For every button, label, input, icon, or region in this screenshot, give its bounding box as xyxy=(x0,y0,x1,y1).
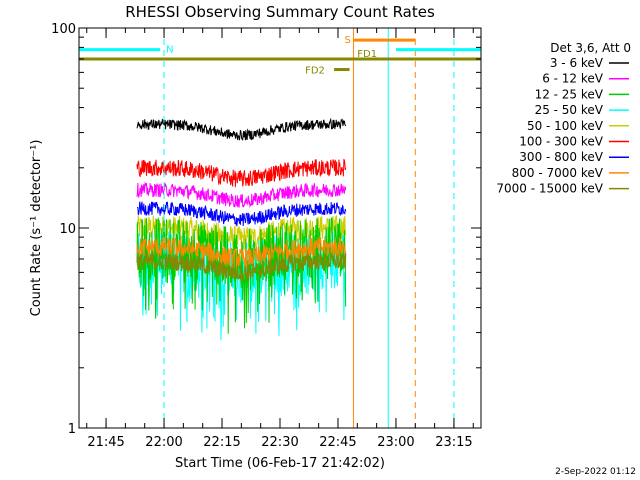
interval-label-4: FD1 xyxy=(357,49,377,60)
y-tick-label: 10 xyxy=(59,222,76,237)
legend-entry-label: 12 - 25 keV xyxy=(535,87,604,101)
x-axis: 21:45 22:00 22:15 22:30 22:45 23:00 23:15 xyxy=(86,28,474,450)
x-tick-label: 22:45 xyxy=(319,435,356,450)
legend-entry-label: 300 - 800 keV xyxy=(519,150,603,164)
legend-entry-label: 25 - 50 keV xyxy=(535,103,604,117)
x-axis-title: Start Time (06-Feb-17 21:42:02) xyxy=(175,456,385,471)
interval-label-5: FD2 xyxy=(305,66,325,77)
series-line-2 xyxy=(136,181,347,208)
y-axis-title: Count Rate (s⁻¹ detector⁻¹) xyxy=(29,140,44,317)
y-tick-label: 1 xyxy=(68,422,76,437)
series-line-1 xyxy=(136,117,347,141)
series-line-7 xyxy=(137,201,347,227)
legend-entry-label: 3 - 6 keV xyxy=(550,56,604,70)
y-axis: 1 10 100 xyxy=(51,22,481,437)
legend-entry-label: 50 - 100 keV xyxy=(527,119,604,133)
series-line-8 xyxy=(136,237,347,269)
x-tick-label: 22:30 xyxy=(261,435,298,450)
series-line-6 xyxy=(136,158,347,188)
footer-timestamp: 2-Sep-2022 01:12 xyxy=(555,467,636,477)
legend-entry-label: 100 - 300 keV xyxy=(519,135,603,149)
series-line-9 xyxy=(136,251,347,282)
x-tick-label: 23:00 xyxy=(377,435,414,450)
legend-entry-label: 6 - 12 keV xyxy=(542,72,604,86)
interval-label-3: S xyxy=(344,35,350,46)
x-tick-label: 21:45 xyxy=(87,435,124,450)
x-tick-label: 23:15 xyxy=(435,435,472,450)
legend-entry-label: 800 - 7000 keV xyxy=(512,166,604,180)
interval-label-1: N xyxy=(166,45,173,56)
plot-area: N S FD1 FD2 xyxy=(78,28,481,428)
chart-title: RHESSI Observing Summary Count Rates xyxy=(125,3,435,21)
legend-header: Det 3,6, Att 0 xyxy=(550,41,631,55)
y-tick-label: 100 xyxy=(51,22,76,37)
x-tick-label: 22:00 xyxy=(145,435,182,450)
x-tick-label: 22:15 xyxy=(203,435,240,450)
legend-entry-label: 7000 - 15000 keV xyxy=(496,182,603,196)
